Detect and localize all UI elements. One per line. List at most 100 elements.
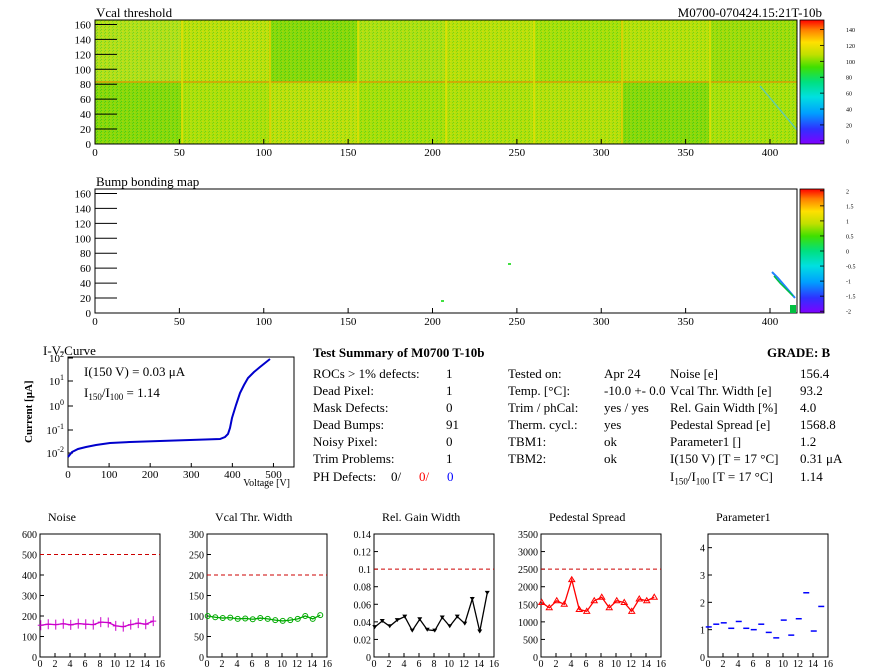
- data-point: [379, 618, 385, 623]
- y-tick-label: 2000: [518, 583, 538, 594]
- data-point: [439, 615, 445, 620]
- data-point: [567, 575, 576, 583]
- data-point: [394, 618, 400, 623]
- x-tick-label: 2: [220, 659, 225, 670]
- data-point: [447, 624, 453, 629]
- data-point: [212, 614, 219, 621]
- data-point: [120, 621, 127, 632]
- summary-row-value: yes / yes: [604, 400, 649, 415]
- data-point: [372, 625, 378, 630]
- data-point: [462, 621, 468, 626]
- x-tick-label: 12: [292, 659, 302, 670]
- data-point: [484, 590, 490, 595]
- iv-x-tick-label: 500: [265, 469, 282, 481]
- y-tick-label: 500: [22, 551, 37, 562]
- data-point: [635, 595, 644, 602]
- summary-row-value: 4.0: [800, 400, 817, 415]
- data-point: [90, 619, 97, 630]
- iv-y-tick-label: 102: [49, 350, 64, 365]
- data-point: [317, 612, 324, 619]
- data-point: [142, 619, 149, 630]
- y-tick-label: 0: [199, 653, 204, 664]
- x-tick-label: 2: [387, 659, 392, 670]
- y-tick-label: 140: [75, 34, 92, 46]
- x-tick-label: 12: [459, 659, 469, 670]
- colorbar-tick-label: -1: [846, 280, 851, 286]
- data-point: [67, 619, 74, 630]
- x-tick-label: 350: [677, 147, 694, 159]
- data-point: [52, 619, 59, 630]
- y-tick-label: 0.14: [354, 530, 372, 541]
- x-tick-label: 50: [174, 147, 186, 159]
- x-tick-label: 0: [92, 316, 98, 328]
- y-tick-label: 0.08: [354, 583, 372, 594]
- colorbar-tick-label: 0: [846, 139, 849, 145]
- summary-row-value: 91: [446, 417, 459, 432]
- x-tick-label: 0: [205, 659, 210, 670]
- y-tick-label: 60: [80, 263, 92, 275]
- summary-row-label: Noise [e]: [670, 366, 719, 381]
- y-tick-label: 1000: [518, 618, 538, 629]
- x-tick-label: 14: [140, 659, 150, 670]
- iv-x-tick-label: 100: [101, 469, 118, 481]
- colorbar-tick-label: 1: [846, 219, 849, 225]
- data-point: [135, 618, 142, 629]
- summary-row-value: 1: [446, 451, 453, 466]
- data-point: [477, 629, 483, 634]
- iv-y-tick-label: 10-1: [46, 422, 64, 437]
- y-tick-label: 0: [86, 139, 92, 151]
- data-point: [257, 615, 264, 622]
- x-tick-label: 14: [641, 659, 651, 670]
- data-point: [82, 619, 89, 630]
- module-id-label: M0700-070424.15:21T-10b: [678, 5, 822, 20]
- summary-row-label: Therm. cycl.:: [508, 417, 578, 432]
- summary-row-label: ROCs > 1% defects:: [313, 366, 420, 381]
- colorbar-tick-label: 0: [846, 250, 849, 256]
- y-tick-label: 3: [700, 571, 705, 582]
- x-tick-label: 300: [593, 316, 610, 328]
- data-point: [537, 598, 546, 606]
- data-point: [264, 615, 271, 622]
- data-point: [227, 614, 234, 621]
- y-tick-label: 0.06: [354, 600, 372, 611]
- x-tick-label: 10: [778, 659, 788, 670]
- summary-row-value: 0: [446, 434, 453, 449]
- summary-row-value: 0: [446, 400, 453, 415]
- x-tick-label: 4: [569, 659, 574, 670]
- x-tick-label: 0: [539, 659, 544, 670]
- x-tick-label: 8: [599, 659, 604, 670]
- summary-row-label: Vcal Thr. Width [e]: [670, 383, 772, 398]
- data-point: [597, 593, 606, 600]
- data-point: [249, 616, 256, 623]
- x-tick-label: 50: [174, 316, 186, 328]
- x-tick-label: 2: [53, 659, 58, 670]
- data-point: [105, 617, 112, 628]
- x-tick-label: 10: [277, 659, 287, 670]
- summary-row-value: Apr 24: [604, 366, 641, 381]
- y-tick-label: 120: [75, 49, 92, 61]
- summary-row-value: 1: [446, 366, 453, 381]
- iv-i150-label: I(150 V) = 0.03 μA: [84, 364, 186, 379]
- ph-defects-value: 0: [447, 469, 454, 484]
- x-tick-label: 0: [706, 659, 711, 670]
- chart-title: Parameter1: [716, 510, 771, 524]
- y-tick-label: 500: [523, 635, 538, 646]
- y-tick-label: 50: [194, 633, 204, 644]
- y-tick-label: 80: [80, 79, 92, 91]
- x-tick-label: 6: [417, 659, 422, 670]
- series-line: [541, 577, 655, 613]
- summary-row-value: 93.2: [800, 383, 823, 398]
- summary-row-label: Dead Bumps:: [313, 417, 385, 432]
- x-tick-label: 6: [83, 659, 88, 670]
- series-line: [374, 592, 488, 632]
- x-tick-label: 16: [823, 659, 833, 670]
- colorbar-tick-label: -1.5: [846, 295, 856, 301]
- y-tick-label: 120: [75, 218, 92, 230]
- iv-y-tick-label: 100: [49, 398, 64, 413]
- x-tick-label: 4: [235, 659, 240, 670]
- data-point: [75, 618, 82, 629]
- chart-title: Vcal Thr. Width: [215, 510, 292, 524]
- summary-row-value: ok: [604, 451, 617, 466]
- y-tick-label: 300: [22, 592, 37, 603]
- x-tick-label: 12: [793, 659, 803, 670]
